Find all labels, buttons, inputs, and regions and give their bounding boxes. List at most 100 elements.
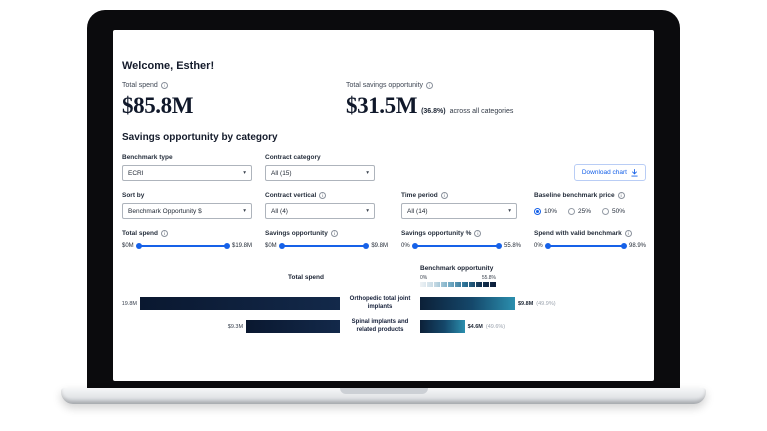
savings-opportunity-slider-field: Savings opportunity i $0M $9.8M	[265, 230, 388, 250]
chart-row: $19.8M Orthopedic total joint implants $…	[122, 296, 646, 311]
sort-by-value: Benchmark Opportunity $	[128, 207, 202, 215]
info-icon[interactable]: i	[330, 230, 338, 237]
slider-handle-min[interactable]	[135, 242, 142, 249]
baseline-radio-group: 10% 25% 50%	[534, 203, 646, 219]
scale-min-label: 0%	[420, 275, 428, 281]
info-icon[interactable]: i	[426, 82, 434, 89]
radio-option-25[interactable]: 25%	[568, 207, 591, 215]
time-period-value: All (14)	[407, 207, 428, 215]
slider-handle-max[interactable]	[495, 242, 502, 249]
laptop-screen-content: Welcome, Esther! Total spend i $85.8M To…	[113, 30, 654, 381]
slider-handle-max[interactable]	[223, 242, 230, 249]
gradient-legend	[420, 282, 496, 287]
time-period-field: Time period i All (14) ▾	[401, 192, 521, 219]
slider-handle-min[interactable]	[278, 242, 285, 249]
opportunity-column-header: Benchmark opportunity 0% 55.8%	[420, 265, 646, 287]
info-icon[interactable]: i	[440, 192, 448, 199]
contract-category-label: Contract category	[265, 154, 321, 161]
slider-handle-max[interactable]	[620, 242, 627, 249]
slider-label: Spend with valid benchmark	[534, 230, 622, 237]
slider-label: Savings opportunity %	[401, 230, 472, 237]
sort-by-field: Sort by Benchmark Opportunity $ ▾	[122, 192, 252, 219]
category-chart: Total spend Benchmark opportunity 0% 55.…	[122, 265, 646, 334]
slider-label: Savings opportunity	[265, 230, 328, 237]
radio-option-10[interactable]: 10%	[534, 207, 558, 215]
download-chart-label: Download chart	[581, 169, 627, 176]
benchmark-opportunity-bar	[420, 297, 515, 311]
savings-opportunity-suffix: across all categories	[449, 108, 514, 115]
total-spend-bar	[140, 297, 340, 311]
slider-max-label: 98.9%	[628, 242, 646, 249]
total-spend-value: $85.8M	[122, 93, 194, 118]
savings-opportunity-percent: (36.8%)	[421, 108, 446, 115]
info-icon[interactable]: i	[617, 192, 625, 199]
time-period-label: Time period	[401, 192, 438, 199]
chart-row: $9.3M Spinal implants and related produc…	[122, 319, 646, 334]
savings-opportunity-pct-slider-field: Savings opportunity % i 0% 55.8%	[401, 230, 521, 250]
spend-value-label: $9.3M	[227, 323, 244, 330]
slider-max-label: 55.8%	[503, 242, 521, 249]
category-label: Spinal implants and related products	[351, 319, 409, 333]
info-icon[interactable]: i	[624, 230, 632, 237]
scale-max-label: 55.8%	[481, 275, 496, 281]
stats-summary: Total spend i $85.8M Total savings oppor…	[122, 82, 646, 119]
slider-track[interactable]	[278, 242, 370, 249]
slider-handle-min[interactable]	[411, 242, 418, 249]
filter-row-2: Sort by Benchmark Opportunity $ ▾ Contra…	[122, 192, 646, 219]
slider-handle-min[interactable]	[544, 242, 551, 249]
chart-header: Total spend Benchmark opportunity 0% 55.…	[122, 265, 646, 287]
contract-vertical-field: Contract vertical i All (4) ▾	[265, 192, 388, 219]
opportunity-column-title: Benchmark opportunity	[420, 265, 494, 272]
laptop-notch	[339, 388, 428, 394]
total-spend-stat: Total spend i $85.8M	[122, 82, 346, 119]
slider-track[interactable]	[135, 242, 230, 249]
info-icon[interactable]: i	[160, 82, 168, 89]
slider-track[interactable]	[411, 242, 502, 249]
chevron-down-icon: ▾	[508, 208, 511, 214]
baseline-benchmark-field: Baseline benchmark price i 10% 25%	[534, 192, 646, 219]
benchmark-type-label: Benchmark type	[122, 154, 173, 161]
radio-option-label: 50%	[612, 207, 626, 215]
chevron-down-icon: ▾	[243, 170, 246, 176]
radio-icon	[534, 207, 541, 215]
contract-category-value: All (15)	[271, 169, 292, 177]
savings-opportunity-value: $31.5M	[346, 93, 418, 118]
filter-row-1: Benchmark type ECRI ▾ Contract category …	[122, 154, 646, 181]
slider-handle-max[interactable]	[363, 242, 370, 249]
download-chart-button[interactable]: Download chart	[573, 164, 646, 181]
slider-min-label: 0%	[401, 242, 410, 249]
spend-column-title: Total spend	[288, 274, 324, 281]
opportunity-value-label: $9.8M	[518, 300, 534, 307]
time-period-select[interactable]: All (14) ▾	[401, 203, 517, 219]
opportunity-color-scale: 0% 55.8%	[420, 275, 496, 287]
opportunity-percent-label: (49.6%)	[485, 323, 506, 330]
radio-icon	[602, 207, 610, 215]
opportunity-percent-label: (49.9%)	[536, 300, 556, 307]
spend-value-label: $19.8M	[122, 300, 137, 307]
slider-max-label: $9.8M	[371, 242, 388, 249]
info-icon[interactable]: i	[474, 230, 482, 237]
savings-opportunity-stat: Total savings opportunity i $31.5M (36.8…	[346, 82, 646, 119]
radio-option-label: 10%	[544, 207, 558, 215]
contract-category-select[interactable]: All (15) ▾	[265, 165, 375, 181]
total-spend-label: Total spend	[122, 82, 158, 89]
benchmark-type-select[interactable]: ECRI ▾	[122, 165, 252, 181]
chevron-down-icon: ▾	[366, 208, 369, 214]
benchmark-type-field: Benchmark type ECRI ▾	[122, 154, 252, 181]
info-icon[interactable]: i	[161, 230, 168, 237]
contract-vertical-label: Contract vertical	[265, 192, 317, 199]
slider-min-label: $0M	[122, 242, 134, 249]
sort-by-select[interactable]: Benchmark Opportunity $ ▾	[122, 203, 252, 219]
contract-vertical-select[interactable]: All (4) ▾	[265, 203, 375, 219]
radio-option-50[interactable]: 50%	[602, 207, 626, 215]
baseline-benchmark-label: Baseline benchmark price	[534, 192, 615, 199]
download-icon	[631, 168, 638, 176]
info-icon[interactable]: i	[319, 192, 327, 199]
contract-vertical-value: All (4)	[271, 207, 288, 215]
welcome-heading: Welcome, Esther!	[122, 60, 215, 72]
category-label: Orthopedic total joint implants	[349, 296, 411, 310]
slider-track[interactable]	[544, 242, 627, 249]
contract-category-field: Contract category All (15) ▾	[265, 154, 388, 181]
opportunity-value-label: $4.6M	[467, 323, 483, 330]
